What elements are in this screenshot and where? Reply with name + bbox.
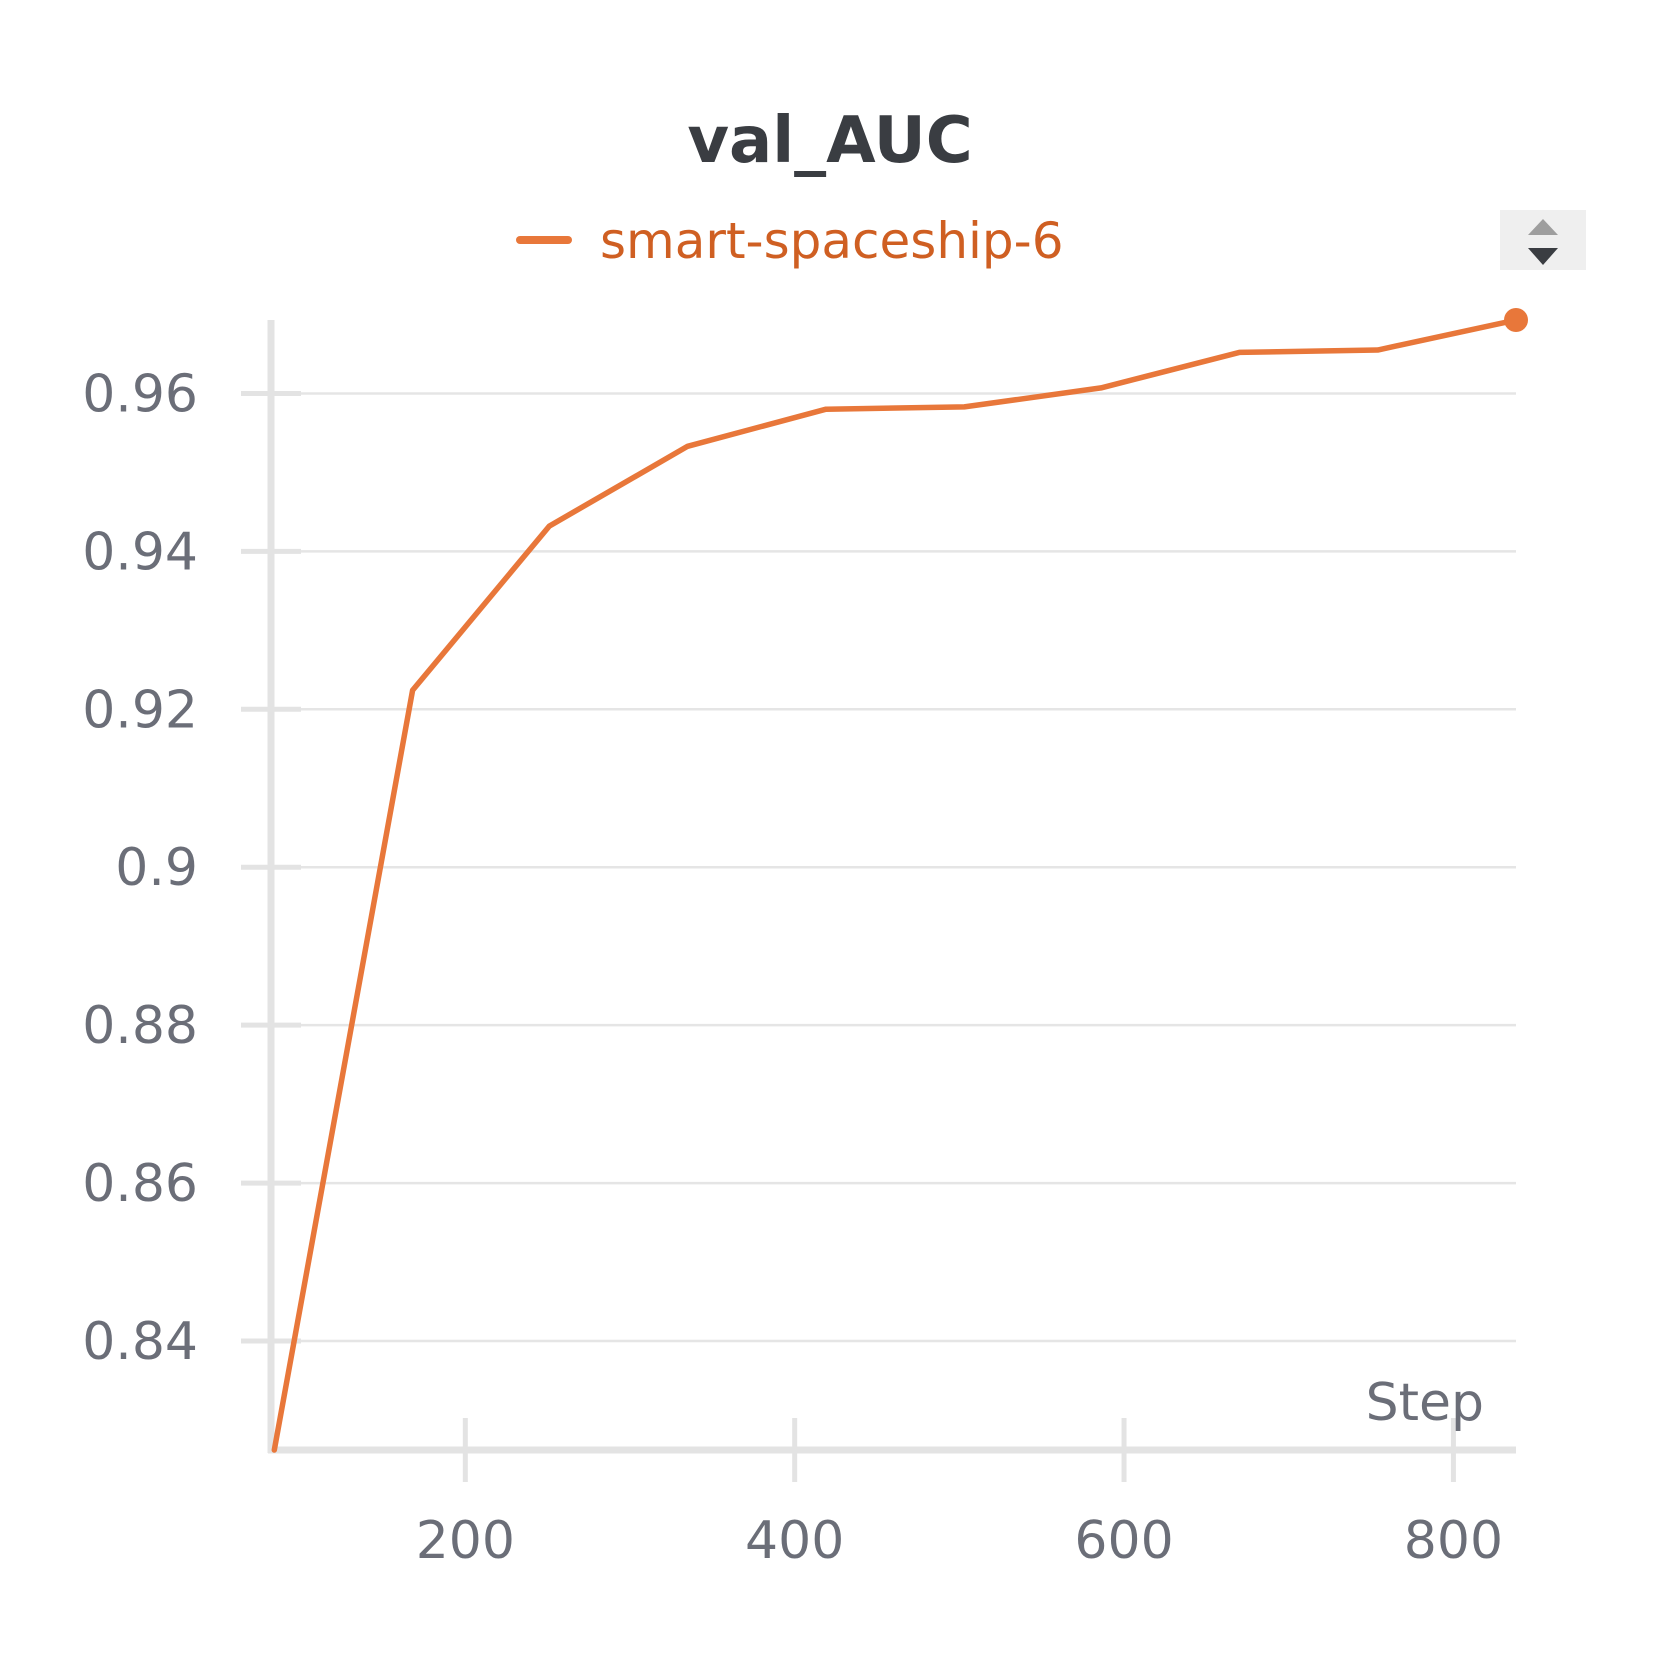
y-tick-label: 0.88 xyxy=(82,996,198,1056)
x-tick-label: 200 xyxy=(416,1511,515,1571)
x-tick-label: 600 xyxy=(1074,1511,1173,1571)
x-axis-title: Step xyxy=(1366,1373,1484,1433)
y-tick-label: 0.86 xyxy=(82,1154,198,1214)
sort-button[interactable] xyxy=(1500,210,1586,270)
x-tick-label: 800 xyxy=(1404,1511,1503,1571)
legend[interactable]: smart-spaceship-6 xyxy=(516,212,1064,270)
sort-arrows-icon xyxy=(1528,219,1558,265)
y-tick-label: 0.84 xyxy=(82,1312,198,1372)
chart-title: val_AUC xyxy=(687,104,972,178)
y-axis-ticks: 0.84 0.86 0.88 0.9 0.92 0.94 0.96 xyxy=(82,364,301,1372)
y-tick-label: 0.96 xyxy=(82,364,198,424)
legend-label-smart-spaceship-6: smart-spaceship-6 xyxy=(600,212,1064,270)
grid xyxy=(271,392,1516,1343)
y-tick-label: 0.9 xyxy=(115,838,198,898)
series-line-smart-spaceship-6 xyxy=(271,317,1519,1453)
y-tick-label: 0.94 xyxy=(82,522,198,582)
y-tick-label: 0.92 xyxy=(82,680,198,740)
x-axis-ticks: 200 400 600 800 xyxy=(416,1418,1503,1571)
series-end-marker xyxy=(1504,308,1528,332)
x-tick-label: 400 xyxy=(745,1511,844,1571)
